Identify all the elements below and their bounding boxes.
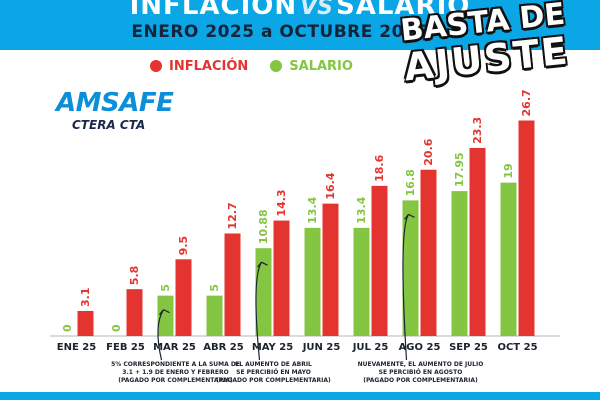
- chart-legend: INFLACIÓN SALARIO: [150, 56, 375, 76]
- annotation-text: SE PERCIBIÓ EN MAYO: [236, 369, 311, 376]
- data-label-salario: 13.4: [355, 196, 368, 223]
- header-band: [0, 0, 600, 50]
- title-inflacion: INFLACIÓN: [129, 0, 298, 21]
- bar-salario: [304, 227, 321, 336]
- data-label-inflacion: 9.5: [177, 236, 190, 256]
- x-tick-label: ABR 25: [203, 342, 244, 353]
- annotation-text: (PAGADO POR COMPLEMENTARIA): [216, 377, 331, 384]
- annotation-text: (PAGADO POR COMPLEMENTARIA): [118, 377, 233, 384]
- annotation-arrow: [402, 214, 410, 361]
- data-label-salario: 10.88: [257, 209, 270, 244]
- annotation-arrowhead: [257, 261, 268, 268]
- x-tick-label: JUL 25: [352, 342, 389, 353]
- data-label-salario: 0: [61, 324, 74, 332]
- data-label-inflacion: 20.6: [422, 138, 435, 165]
- bar-salario: [206, 295, 223, 336]
- data-label-salario: 13.4: [306, 196, 319, 223]
- data-label-inflacion: 14.3: [275, 189, 288, 216]
- bar-inflacion: [420, 169, 437, 336]
- data-label-inflacion: 23.3: [471, 117, 484, 144]
- x-tick-label: OCT 25: [497, 342, 537, 353]
- bar-salario: [451, 191, 468, 336]
- annotation-text: SE PERCIBIÓ EN AGOSTO: [379, 369, 463, 376]
- x-tick-label: SEP 25: [449, 342, 488, 353]
- data-label-inflacion: 16.4: [324, 172, 337, 199]
- legend-item-salario: SALARIO: [270, 59, 353, 74]
- legend-dot-inflacion: [150, 60, 162, 72]
- data-label-salario: 5: [208, 284, 221, 292]
- annotation-arrowhead: [159, 309, 170, 316]
- annotation-text: NUEVAMENTE, EL AUMENTO DE JULIO: [358, 361, 484, 368]
- legend-item-inflacion: INFLACIÓN: [150, 59, 248, 74]
- annotation-text: (PAGADO POR COMPLEMENTARIA): [363, 377, 478, 384]
- legend-label-inflacion: INFLACIÓN: [169, 58, 249, 74]
- legend-dot-salario: [270, 60, 283, 72]
- legend-label-salario: SALARIO: [289, 58, 353, 74]
- page-subtitle: ENERO 2025 a OCTUBRE 2025: [131, 22, 429, 42]
- bar-inflacion: [126, 289, 143, 336]
- logo-name: AMSAFE: [56, 88, 174, 118]
- logo-sub: CTERA CTA: [72, 118, 146, 132]
- data-label-salario: 17.95: [453, 152, 466, 187]
- bar-salario: [157, 295, 174, 336]
- data-label-salario: 16.8: [404, 169, 417, 196]
- data-label-inflacion: 3.1: [79, 287, 92, 307]
- annotations-group: 5% CORRESPONDIENTE A LA SUMA DE3.1 + 1.9…: [111, 213, 484, 384]
- bar-inflacion: [224, 233, 241, 336]
- bar-inflacion: [371, 185, 388, 336]
- bar-inflacion: [273, 220, 290, 336]
- bar-inflacion: [175, 259, 192, 336]
- data-label-inflacion: 5.8: [128, 266, 141, 286]
- title-salario: SALARIO: [336, 0, 471, 21]
- x-tick-label: MAY 25: [252, 342, 293, 353]
- x-tick-label: AGO 25: [399, 342, 441, 353]
- annotation-arrow: [255, 261, 263, 361]
- data-label-inflacion: 18.6: [373, 154, 386, 181]
- bar-inflacion: [518, 120, 535, 336]
- title-vs: VS: [300, 0, 334, 20]
- annotation-text: 5% CORRESPONDIENTE A LA SUMA DE: [111, 361, 240, 368]
- x-axis-labels: ENE 25 FEB 25 MAR 25 ABR 25 MAY 25 JUN 25 JUL …: [57, 342, 538, 353]
- amsafe-logo: AMSAFE CTERA CTA: [56, 88, 174, 132]
- bar-inflacion: [322, 203, 339, 336]
- x-tick-label: MAR 25: [153, 342, 196, 353]
- bar-salario: [353, 227, 370, 336]
- bars-group: 0 3.1 0 5.8 5 9.5 5 12.7 10.88 14.3 13.4 16.4 13.4 18…: [61, 89, 535, 336]
- data-label-salario: 0: [110, 324, 123, 332]
- page-title: INFLACIÓN VS SALARIO: [0, 0, 600, 21]
- data-label-salario: 19: [502, 163, 515, 178]
- annotation-arrow: [157, 309, 165, 361]
- footer-band: [0, 392, 600, 400]
- data-label-inflacion: 12.7: [226, 202, 239, 229]
- bar-inflacion: [77, 310, 94, 336]
- bar-salario: [255, 248, 272, 336]
- data-label-inflacion: 26.7: [520, 89, 533, 116]
- annotation-text: 3.1 + 1.9 DE ENERO Y FEBRERO: [122, 369, 228, 376]
- bar-salario: [402, 200, 419, 336]
- x-tick-label: ENE 25: [57, 342, 96, 353]
- x-tick-label: JUN 25: [302, 342, 341, 353]
- bar-inflacion: [469, 147, 486, 336]
- annotation-text: EL AUMENTO DE ABRIL: [235, 361, 312, 368]
- x-tick-label: FEB 25: [106, 342, 145, 353]
- annotation-arrowhead: [404, 213, 415, 220]
- bar-salario: [500, 182, 517, 336]
- data-label-salario: 5: [159, 284, 172, 292]
